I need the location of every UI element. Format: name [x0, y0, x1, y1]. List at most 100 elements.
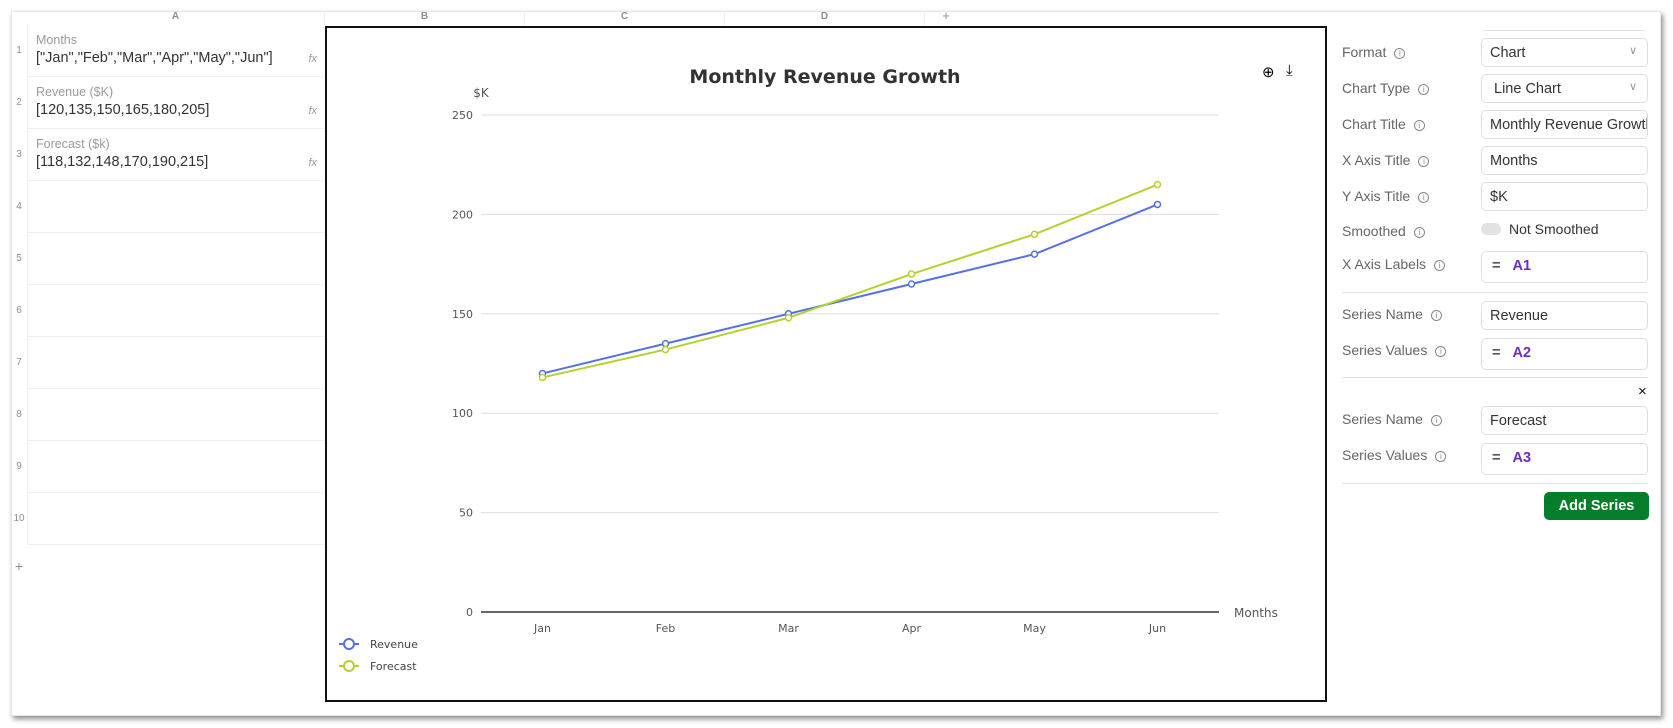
- series-1-values-input[interactable]: = A2: [1481, 338, 1648, 370]
- info-icon[interactable]: i: [1418, 84, 1430, 95]
- series-2-values-label: Series Values i: [1342, 447, 1447, 463]
- formula-icon[interactable]: fx: [308, 157, 317, 169]
- row-header[interactable]: 8: [16, 409, 22, 420]
- zoom-icon[interactable]: ⊕: [1262, 64, 1275, 81]
- x-tick-label: Mar: [778, 622, 799, 635]
- x-tick-label: Jan: [533, 622, 551, 635]
- row-header[interactable]: 9: [16, 461, 22, 472]
- chart-container: [325, 26, 1327, 702]
- formula-icon[interactable]: fx: [308, 53, 317, 65]
- data-point[interactable]: [907, 270, 916, 278]
- y-tick-label: 0: [466, 606, 473, 619]
- x-tick-label: Apr: [902, 622, 922, 635]
- row-header[interactable]: 4: [16, 201, 22, 212]
- data-point[interactable]: [661, 339, 670, 348]
- chart-type-label: Chart Type i: [1342, 80, 1430, 96]
- data-point[interactable]: [1030, 250, 1039, 258]
- smoothed-toggle[interactable]: [1481, 223, 1501, 235]
- column-header-d[interactable]: D: [725, 11, 925, 25]
- cell-a7[interactable]: [27, 337, 325, 389]
- info-icon[interactable]: i: [1430, 310, 1442, 321]
- x-tick-label: Feb: [656, 622, 675, 635]
- y-tick-label: 50: [459, 507, 473, 520]
- series-2-values-input[interactable]: = A3: [1481, 443, 1648, 475]
- cell-label: Revenue ($K): [36, 85, 114, 99]
- chart-title: Monthly Revenue Growth: [689, 66, 960, 88]
- info-icon[interactable]: i: [1418, 156, 1430, 167]
- y-tick-label: 150: [452, 308, 473, 321]
- row-header[interactable]: 6: [16, 305, 22, 316]
- y-axis-title-label: Y Axis Title i: [1342, 188, 1430, 204]
- row-header[interactable]: 7: [16, 357, 22, 368]
- series-line-forecast: [542, 183, 1158, 379]
- smoothed-label: Smoothed i: [1342, 223, 1425, 239]
- data-point[interactable]: [538, 373, 547, 382]
- data-point[interactable]: [1153, 200, 1162, 209]
- x-tick-label: May: [1023, 622, 1046, 635]
- chart-type-select[interactable]: Line Chart ∨: [1481, 74, 1648, 103]
- legend-item[interactable]: Forecast: [370, 660, 417, 673]
- cell-a9[interactable]: [27, 441, 325, 493]
- series-line-revenue: [542, 203, 1158, 375]
- series-1-values-label: Series Values i: [1342, 342, 1447, 358]
- info-icon[interactable]: i: [1394, 48, 1406, 59]
- x-tick-label: Jun: [1148, 622, 1166, 635]
- series-1-name-label: Series Name i: [1342, 306, 1442, 322]
- row-header[interactable]: 1: [16, 45, 22, 56]
- cell-a1[interactable]: Months ["Jan","Feb","Mar","Apr","May","Ju…: [27, 25, 325, 77]
- chevron-down-icon: ∨: [1628, 81, 1637, 93]
- cell-a5[interactable]: [27, 233, 325, 285]
- row-header[interactable]: 3: [16, 149, 22, 160]
- row-header[interactable]: 5: [16, 253, 22, 264]
- data-point[interactable]: [784, 314, 793, 322]
- format-select[interactable]: Chart ∨: [1481, 38, 1648, 67]
- cell-a4[interactable]: [27, 181, 325, 233]
- info-icon[interactable]: i: [1435, 346, 1447, 357]
- column-header-b[interactable]: B: [325, 11, 525, 25]
- legend-item[interactable]: Revenue: [370, 638, 418, 651]
- chart-title-label: Chart Title i: [1342, 116, 1425, 132]
- data-point[interactable]: [907, 280, 916, 288]
- info-icon[interactable]: i: [1413, 227, 1425, 238]
- y-axis-title-input[interactable]: $K: [1481, 182, 1648, 211]
- add-column-button[interactable]: +: [942, 8, 950, 23]
- column-header-a[interactable]: A: [27, 11, 325, 25]
- data-point[interactable]: [1030, 230, 1039, 239]
- info-icon[interactable]: i: [1434, 260, 1446, 271]
- y-axis-title: $K: [473, 86, 490, 100]
- cell-a6[interactable]: [27, 285, 325, 337]
- cell-a2[interactable]: Revenue ($K) [120,135,150,165,180,205] fx: [27, 77, 325, 129]
- cell-a8[interactable]: [27, 389, 325, 441]
- remove-series-button[interactable]: ×: [1638, 383, 1647, 400]
- format-label: Format i: [1342, 44, 1406, 60]
- x-axis-title-input[interactable]: Months: [1481, 146, 1648, 175]
- info-icon[interactable]: i: [1413, 120, 1425, 131]
- series-1-name-input[interactable]: Revenue: [1481, 301, 1648, 330]
- cell-a10[interactable]: [27, 493, 325, 545]
- row-header[interactable]: 10: [13, 513, 25, 524]
- add-series-button[interactable]: Add Series: [1544, 492, 1649, 520]
- series-2-name-input[interactable]: Forecast: [1481, 406, 1648, 435]
- cell-label: Months: [36, 33, 77, 47]
- data-point[interactable]: [1153, 180, 1162, 189]
- x-axis-title-label: X Axis Title i: [1342, 152, 1430, 168]
- legend-marker-circle: [343, 660, 355, 672]
- download-icon[interactable]: ⤓: [1286, 62, 1293, 79]
- info-icon[interactable]: i: [1430, 415, 1442, 426]
- add-row-button[interactable]: +: [14, 558, 24, 574]
- smoothed-status: Not Smoothed: [1509, 221, 1599, 237]
- row-header[interactable]: 2: [16, 97, 22, 108]
- y-tick-label: 100: [452, 407, 473, 420]
- cell-a3[interactable]: Forecast ($k) [118,132,148,170,190,215] fx: [27, 129, 325, 181]
- info-icon[interactable]: i: [1418, 192, 1430, 203]
- cell-value: [118,132,148,170,190,215]: [36, 154, 209, 170]
- cell-value: [120,135,150,165,180,205]: [36, 102, 210, 118]
- chart-title-input[interactable]: Monthly Revenue Growth: [1481, 110, 1648, 139]
- column-header-c[interactable]: C: [525, 11, 725, 25]
- y-tick-label: 250: [452, 109, 473, 122]
- info-icon[interactable]: i: [1435, 451, 1447, 462]
- formula-icon[interactable]: fx: [308, 105, 317, 117]
- x-axis-labels-input[interactable]: = A1: [1481, 251, 1648, 283]
- data-point[interactable]: [661, 345, 670, 354]
